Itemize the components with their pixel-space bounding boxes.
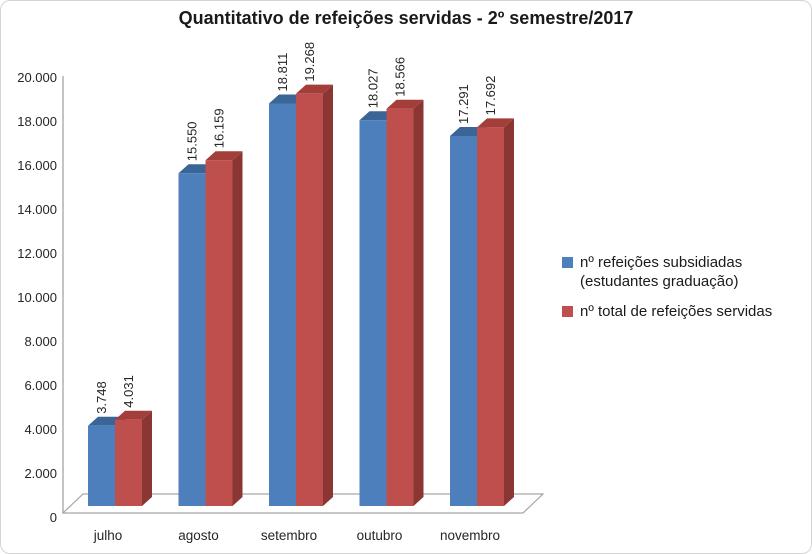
bar-top-s1-c1	[205, 151, 243, 161]
bar-data-label: 16.159	[212, 108, 227, 148]
legend-item-total: nº total de refeições servidas	[562, 302, 806, 321]
bar-s0-c1	[178, 173, 206, 507]
y-tick-label: 6.000	[24, 378, 57, 393]
bar-s1-c4	[477, 127, 504, 506]
bar-data-label: 15.550	[185, 121, 200, 161]
bar-data-label: 18.027	[366, 68, 381, 108]
bar-s0-c2	[269, 103, 296, 506]
y-tick-label: 16.000	[17, 158, 57, 173]
y-tick-label: 12.000	[17, 246, 57, 261]
bar-data-label: 19.268	[302, 42, 317, 82]
bar-top-s1-c2	[296, 84, 333, 94]
bar-side-s1-c4	[504, 118, 514, 506]
bar-data-label: 18.811	[275, 53, 290, 92]
bar-s1-c1	[205, 160, 233, 507]
y-tick-label: 18.000	[17, 114, 57, 129]
bar-s0-c0	[88, 425, 115, 506]
y-tick-label: 14.000	[17, 202, 57, 217]
bar-side-s1-c0	[142, 410, 152, 506]
bar-side-s1-c1	[232, 151, 243, 507]
bar-s0-c4	[450, 135, 477, 506]
y-tick-label: 2.000	[24, 466, 57, 481]
bar-s1-c2	[296, 93, 323, 507]
x-category-label: setembro	[261, 528, 317, 543]
bar-s1-c0	[115, 419, 142, 506]
bar-side-s1-c3	[413, 99, 424, 507]
legend-swatch-blue-icon	[562, 257, 573, 268]
legend-label: nº total de refeições servidas	[580, 303, 773, 321]
bar-data-label: 18.566	[393, 57, 408, 97]
legend: nº refeições subsidiadas (estudantes gra…	[562, 253, 806, 332]
x-category-label: outubro	[357, 528, 403, 543]
x-category-label: agosto	[178, 528, 219, 543]
bar-side-s1-c2	[323, 84, 333, 507]
y-tick-label: 0	[50, 510, 57, 525]
legend-swatch-red-icon	[562, 306, 573, 318]
legend-item-subsidiadas: nº refeições subsidiadas (estudantes gra…	[562, 253, 806, 291]
legend-label: nº refeições subsidiadas (estudantes gra…	[580, 254, 743, 291]
bar-s1-c3	[386, 108, 414, 507]
bar-top-s1-c0	[115, 410, 152, 420]
chart-title: Quantitativo de refeições servidas - 2º …	[178, 8, 634, 28]
bar-top-s1-c3	[386, 99, 424, 109]
y-tick-label: 20.000	[17, 70, 57, 85]
y-tick-label: 8.000	[24, 334, 57, 349]
y-tick-label: 4.000	[24, 422, 57, 437]
bar-top-s1-c4	[477, 118, 514, 128]
x-category-label: julho	[93, 528, 123, 543]
bar-data-label: 17.291	[456, 84, 471, 124]
bar-data-label: 4.031	[121, 375, 136, 408]
bar-data-label: 17.692	[483, 76, 498, 116]
x-category-label: novembro	[440, 528, 500, 543]
bar-data-label: 3.748	[94, 381, 109, 414]
bar-s0-c3	[359, 120, 387, 506]
y-tick-label: 10.000	[17, 290, 57, 305]
